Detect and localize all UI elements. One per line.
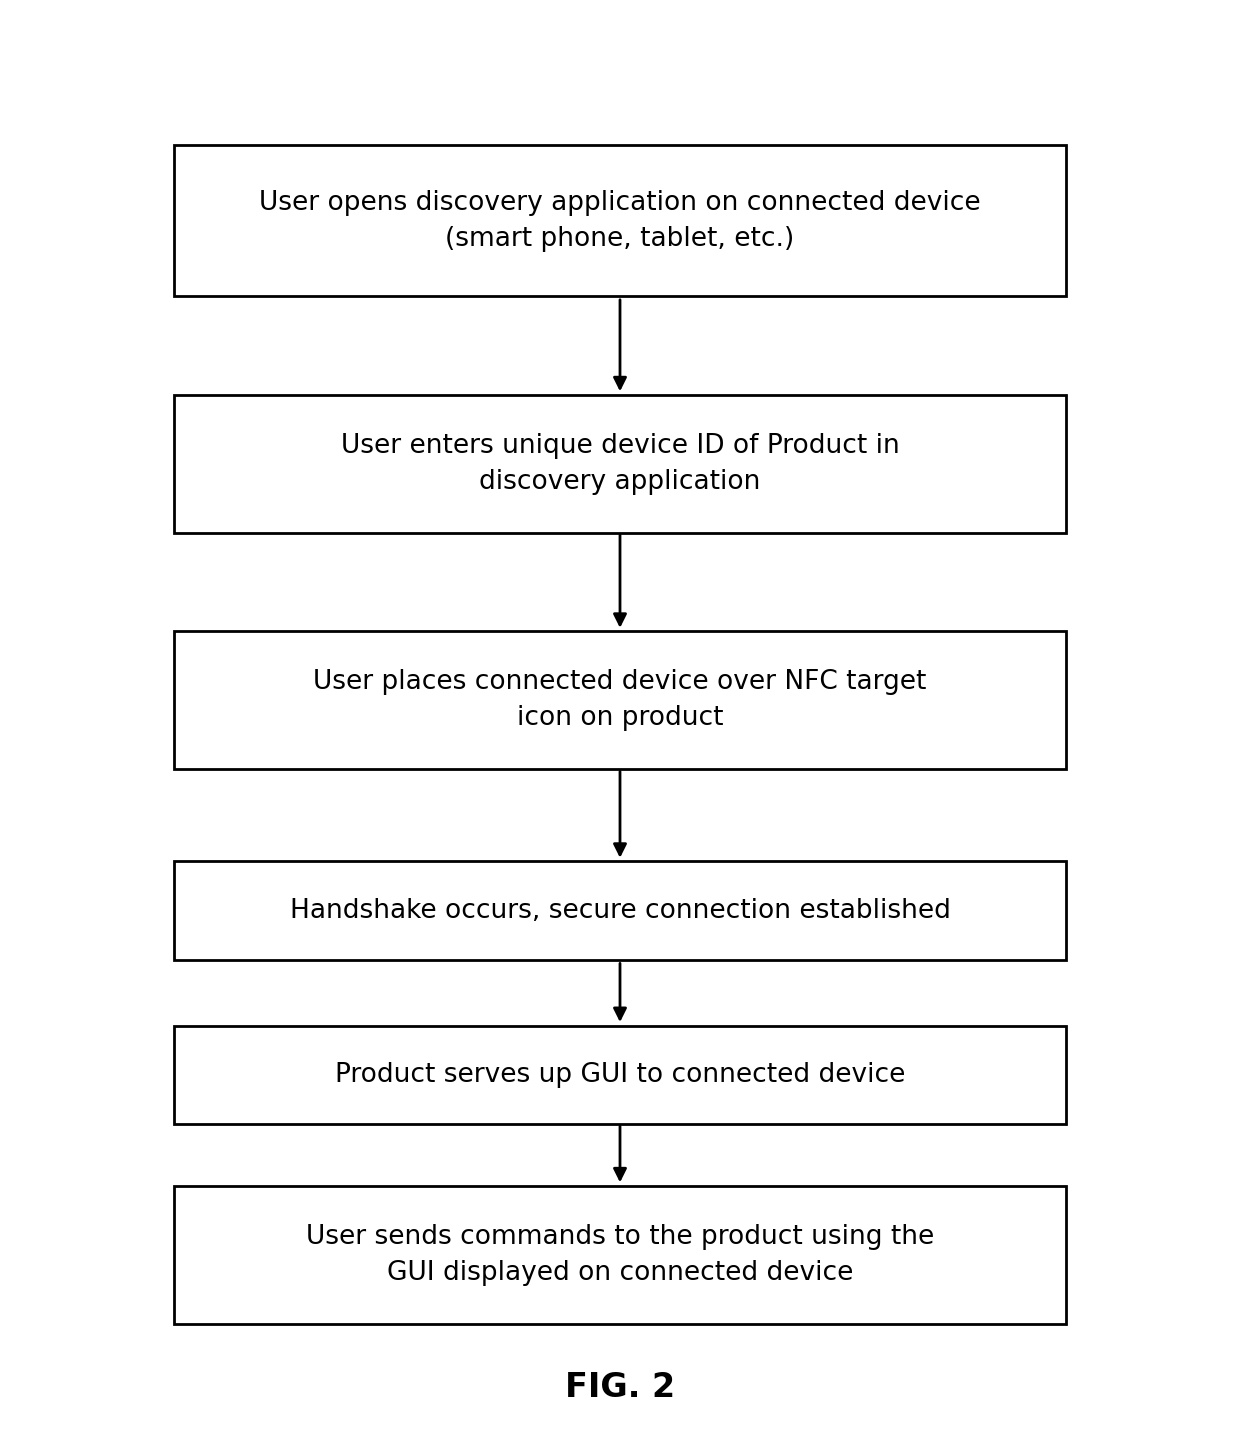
Text: User sends commands to the product using the
GUI displayed on connected device: User sends commands to the product using… bbox=[306, 1225, 934, 1285]
Text: Handshake occurs, secure connection established: Handshake occurs, secure connection esta… bbox=[290, 898, 950, 924]
FancyBboxPatch shape bbox=[174, 1025, 1066, 1123]
FancyBboxPatch shape bbox=[174, 146, 1066, 296]
FancyBboxPatch shape bbox=[174, 631, 1066, 770]
Text: User enters unique device ID of Product in
discovery application: User enters unique device ID of Product … bbox=[341, 433, 899, 495]
FancyBboxPatch shape bbox=[174, 394, 1066, 533]
Text: User places connected device over NFC target
icon on product: User places connected device over NFC ta… bbox=[314, 670, 926, 731]
Text: User opens discovery application on connected device
(smart phone, tablet, etc.): User opens discovery application on conn… bbox=[259, 189, 981, 251]
FancyBboxPatch shape bbox=[174, 1186, 1066, 1324]
Text: FIG. 2: FIG. 2 bbox=[565, 1370, 675, 1404]
FancyBboxPatch shape bbox=[174, 861, 1066, 960]
Text: Product serves up GUI to connected device: Product serves up GUI to connected devic… bbox=[335, 1061, 905, 1087]
